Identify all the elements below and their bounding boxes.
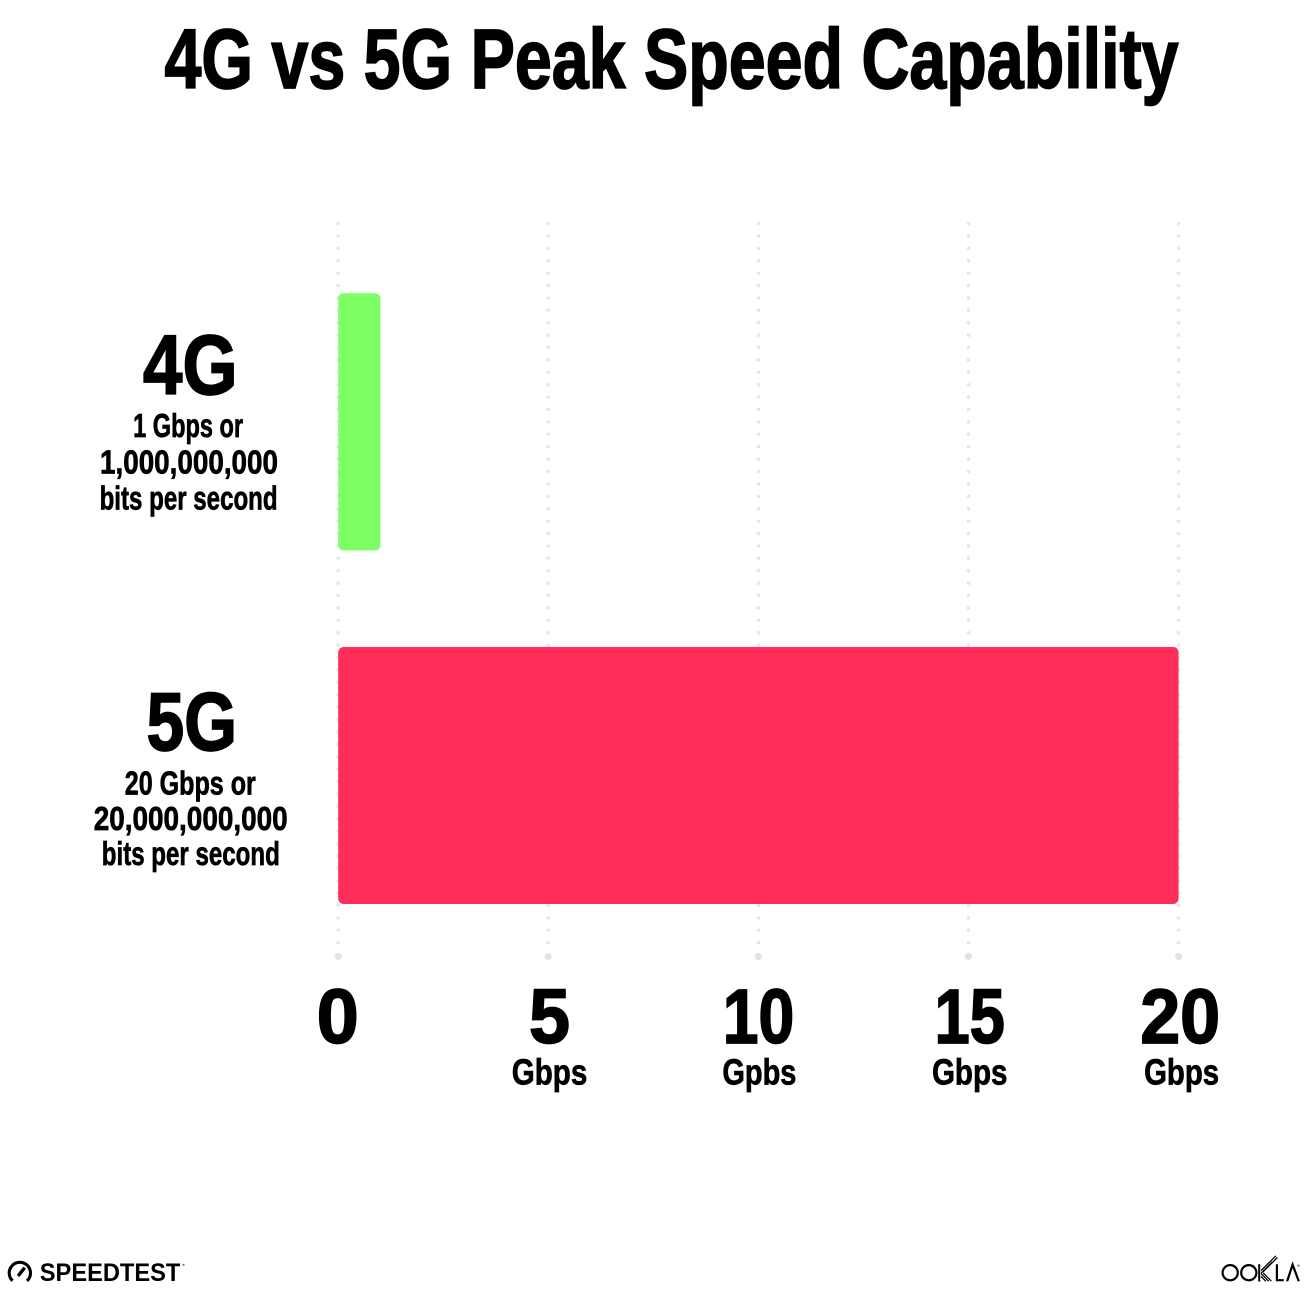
svg-text:1 Gbps or: 1 Gbps or [133, 407, 243, 444]
svg-text:20: 20 [1140, 974, 1220, 1060]
svg-text:Gpbs: Gpbs [722, 1051, 796, 1092]
svg-text:SPEEDTEST: SPEEDTEST [40, 1259, 181, 1287]
svg-text:bits per second: bits per second [100, 480, 278, 517]
svg-text:Gbps: Gbps [932, 1051, 1008, 1092]
svg-text:4G: 4G [143, 317, 238, 412]
svg-text:1,000,000,000: 1,000,000,000 [100, 443, 278, 480]
svg-text:5: 5 [529, 974, 570, 1060]
svg-text:Gbps: Gbps [1144, 1051, 1219, 1092]
svg-text:15: 15 [934, 974, 1005, 1060]
svg-text:10: 10 [723, 974, 795, 1060]
svg-text:4G vs 5G Peak Speed Capability: 4G vs 5G Peak Speed Capability [165, 12, 1179, 106]
svg-text:bits per second: bits per second [102, 835, 280, 872]
svg-text:Gbps: Gbps [512, 1051, 588, 1092]
svg-text:5G: 5G [147, 675, 238, 768]
svg-text:0: 0 [317, 974, 359, 1060]
svg-text:20 Gbps or: 20 Gbps or [125, 765, 256, 802]
svg-text:20,000,000,000: 20,000,000,000 [94, 800, 288, 837]
